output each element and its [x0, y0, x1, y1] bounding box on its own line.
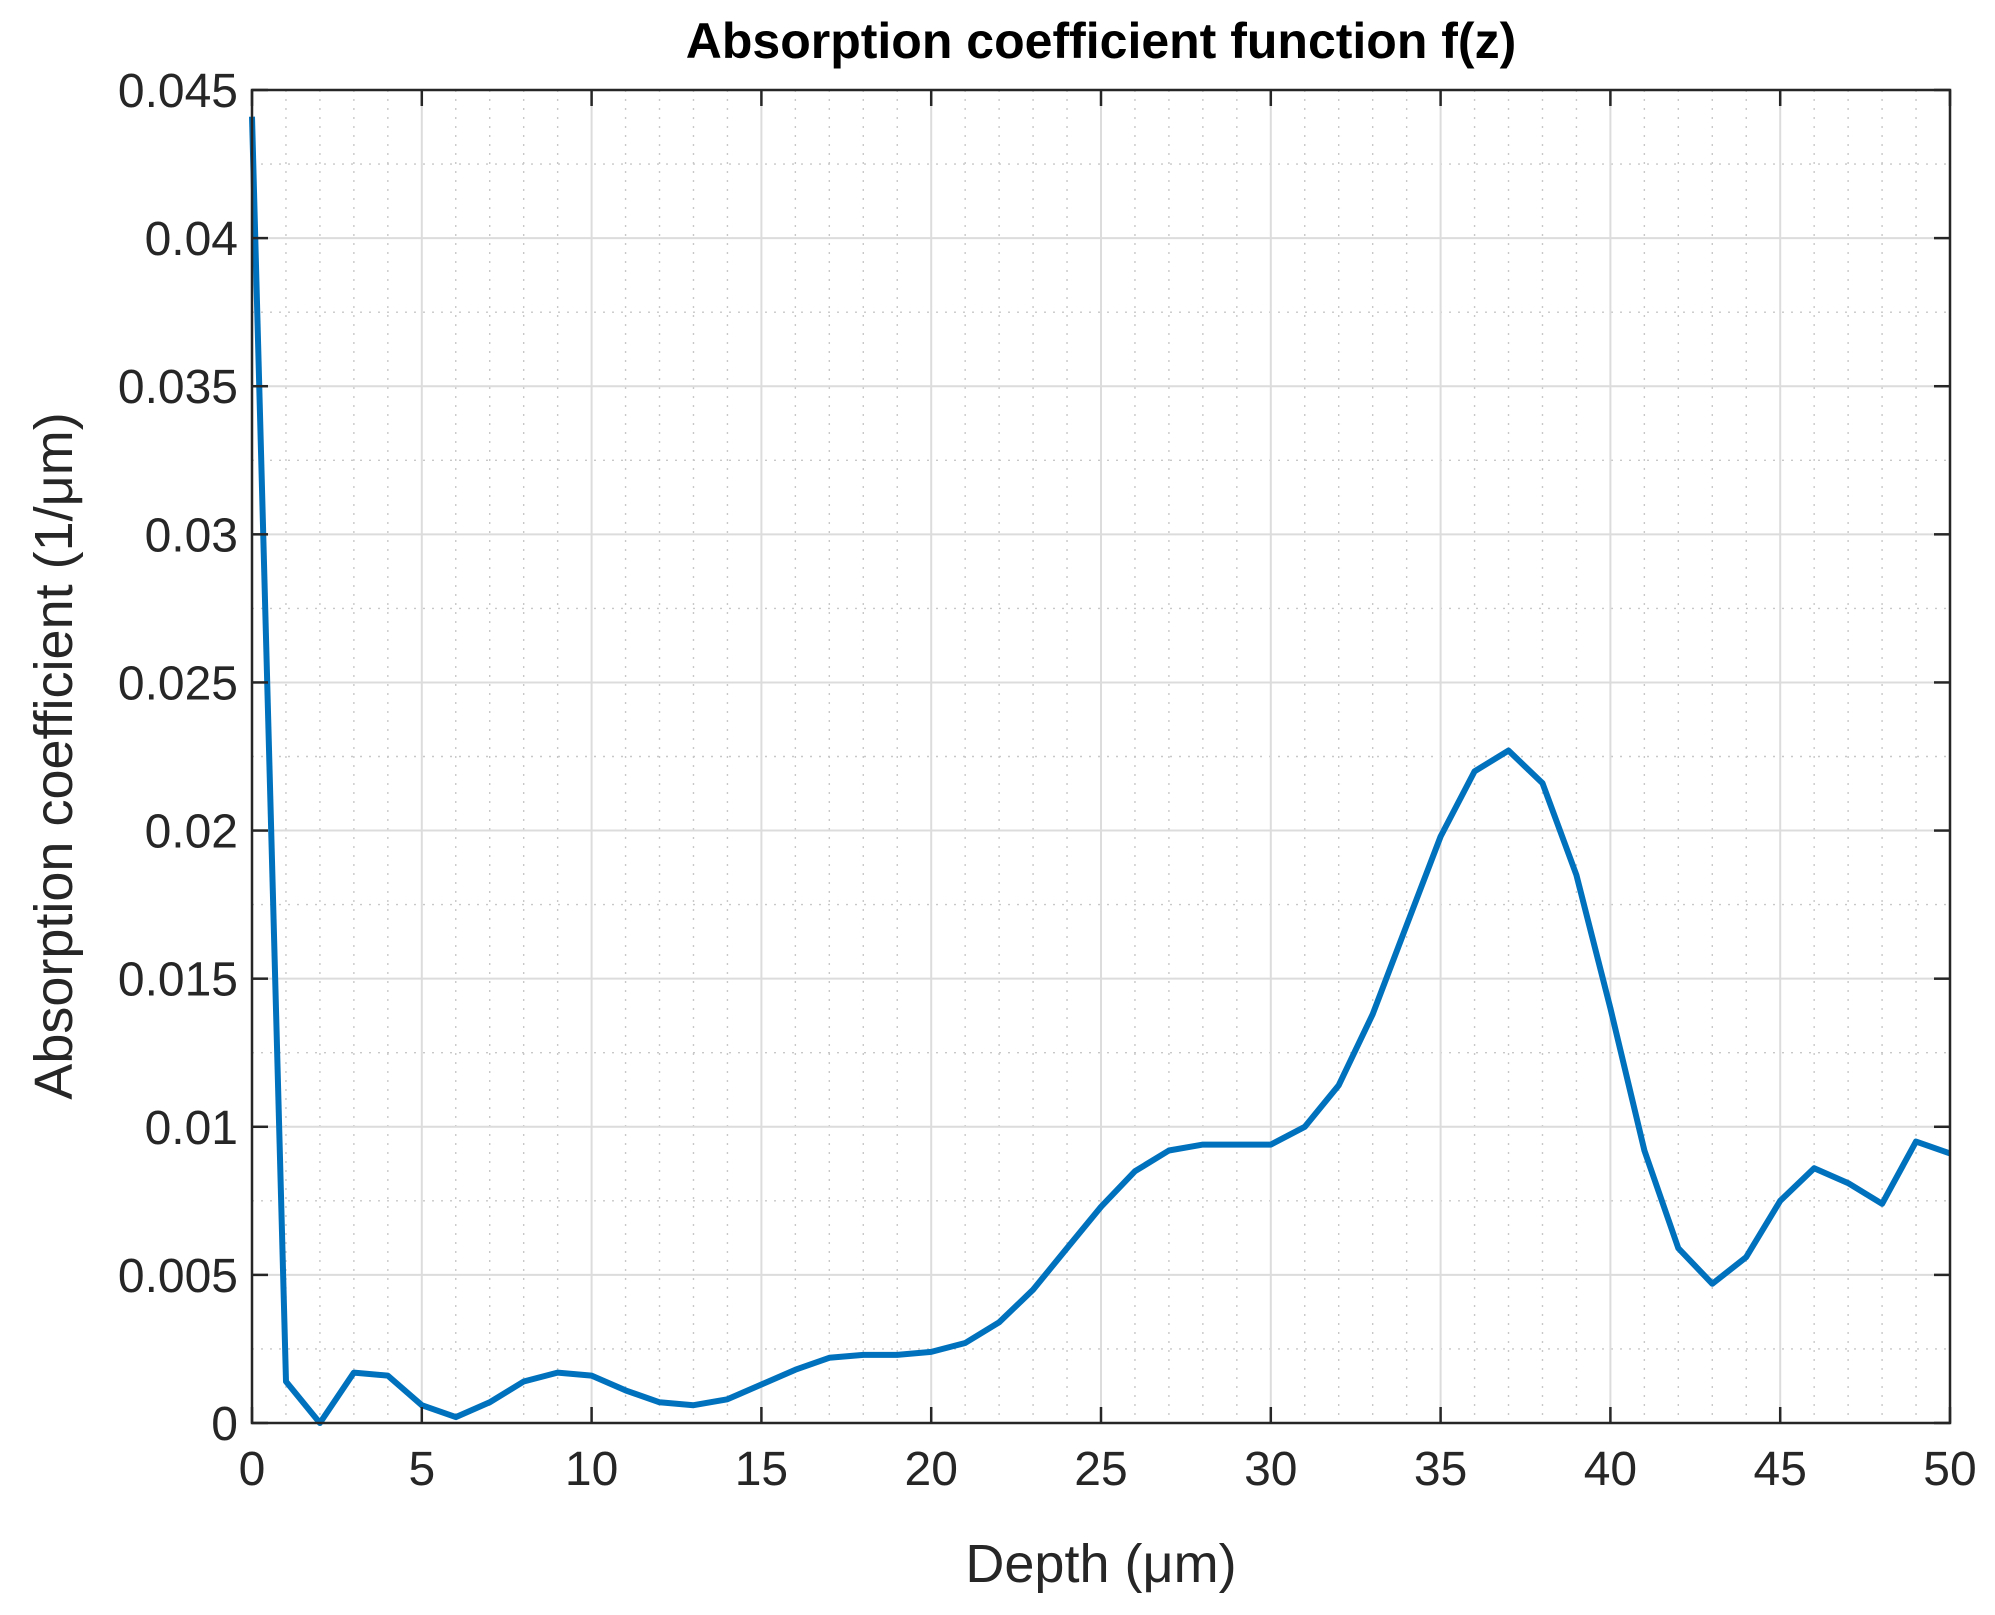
y-tick-labels: 0 0.005 0.01 0.015 0.02 0.025 0.03 0.035 0.04 0.0… [118, 65, 238, 1451]
y-tick-label: 0.015 [118, 954, 238, 1007]
x-tick-label: 35 [1414, 1443, 1467, 1496]
y-tick-label: 0 [211, 1398, 238, 1451]
x-tick-label: 45 [1754, 1443, 1807, 1496]
y-axis-label: Absorption coefficient (1/μm) [24, 412, 84, 1099]
x-tick-label: 15 [735, 1443, 788, 1496]
tick-marks [250, 88, 1952, 1425]
series-layer [249, 116, 1951, 1426]
y-tick-label: 0.045 [118, 65, 238, 118]
major-grid [252, 90, 1950, 1423]
x-tick-labels: 0 5 10 15 20 25 30 35 40 45 50 [239, 1443, 1977, 1496]
y-tick-label: 0.025 [118, 657, 238, 710]
x-tick-label: 0 [239, 1443, 266, 1496]
x-tick-label: 25 [1074, 1443, 1127, 1496]
x-tick-label: 5 [408, 1443, 435, 1496]
y-tick-label: 0.03 [145, 509, 238, 562]
chart-title: Absorption coefficient function f(z) [686, 13, 1516, 69]
x-axis-label: Depth (μm) [965, 1534, 1236, 1594]
x-tick-label: 10 [565, 1443, 618, 1496]
minor-grid [252, 90, 1950, 1423]
y-tick-label: 0.04 [145, 213, 238, 266]
y-tick-label: 0.005 [118, 1250, 238, 1303]
series-line [249, 116, 1951, 1426]
x-tick-label: 30 [1244, 1443, 1297, 1496]
x-tick-label: 20 [905, 1443, 958, 1496]
x-tick-label: 40 [1584, 1443, 1637, 1496]
y-tick-label: 0.035 [118, 361, 238, 414]
y-tick-label: 0.01 [145, 1102, 238, 1155]
y-tick-label: 0.02 [145, 806, 238, 859]
x-tick-label: 50 [1923, 1443, 1976, 1496]
